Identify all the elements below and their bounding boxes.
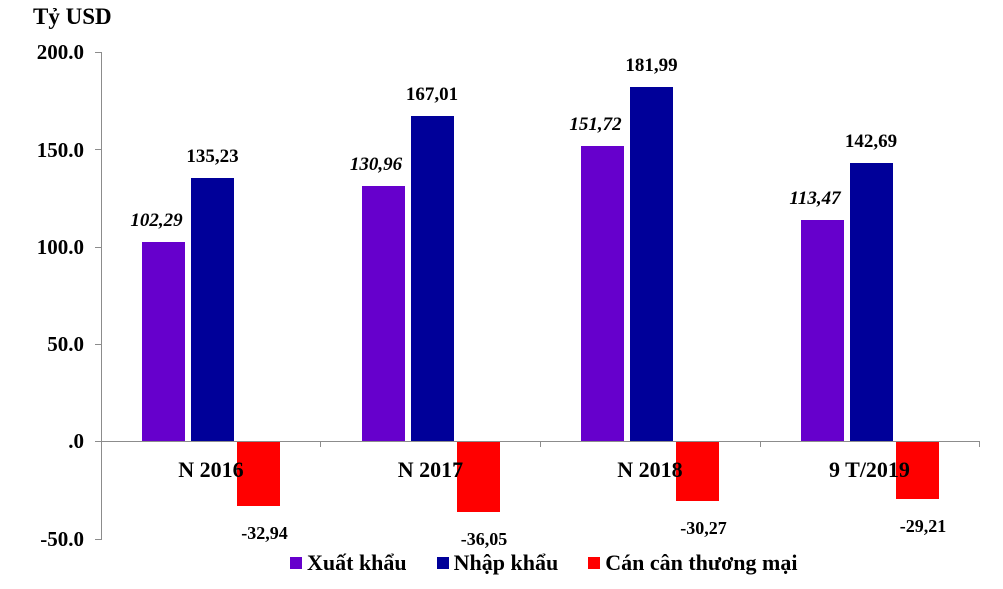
y-tick-label: 50.0 <box>47 332 84 356</box>
x-tick-mark <box>979 441 980 447</box>
y-axis-line <box>101 52 102 540</box>
bar-export <box>361 186 405 441</box>
data-label-import: 142,69 <box>844 131 898 153</box>
data-label-import: 181,99 <box>625 54 678 76</box>
data-label-export: 151,72 <box>569 113 622 135</box>
legend-label: Nhập khẩu <box>453 550 559 575</box>
x-category-label: N 2016 <box>178 457 244 482</box>
data-label-balance: -30,27 <box>680 517 727 538</box>
bar-export <box>800 220 844 441</box>
bar-export <box>581 145 624 441</box>
data-label-balance: -29,21 <box>899 515 947 536</box>
y-tick-mark <box>95 539 101 540</box>
y-tick-label: 100.0 <box>36 235 84 259</box>
y-tick-mark <box>95 52 101 53</box>
y-tick-mark <box>95 441 101 442</box>
bar-import <box>410 115 454 441</box>
y-axis-title: Tỷ USD <box>33 4 112 29</box>
data-label-export: 113,47 <box>789 188 841 210</box>
bar-import <box>191 177 234 441</box>
y-tick-mark <box>95 149 101 150</box>
bar-import <box>630 86 673 441</box>
bar-export <box>142 241 185 441</box>
legend-item-import: Nhập khẩu <box>436 550 559 576</box>
bar-balance <box>676 442 719 501</box>
x-category-label: 9 T/2019 <box>829 457 910 482</box>
bar-balance <box>895 442 939 499</box>
legend-item-balance: Cán cân thương mại <box>588 550 797 576</box>
x-category-label: N 2018 <box>617 457 683 482</box>
y-tick-label: 150.0 <box>36 138 84 162</box>
x-category-label: N 2017 <box>397 457 464 482</box>
y-tick-mark <box>95 344 101 345</box>
x-tick-mark <box>760 441 761 447</box>
legend-swatch-export <box>290 557 302 569</box>
bar-import <box>849 163 893 441</box>
legend-swatch-balance <box>588 557 601 569</box>
data-label-export: 102,29 <box>130 209 183 231</box>
y-tick-label: -50.0 <box>40 527 84 551</box>
data-label-balance: -36,05 <box>460 529 508 550</box>
legend: Xuất khẩu Nhập khẩu Cán cân thương mại <box>290 549 827 577</box>
data-label-balance: -32,94 <box>241 523 288 544</box>
legend-item-export: Xuất khẩu <box>290 550 407 576</box>
bar-balance <box>456 442 500 513</box>
data-label-import: 135,23 <box>186 145 239 167</box>
legend-label: Cán cân thương mại <box>605 550 798 575</box>
y-tick-label: 200.0 <box>36 40 84 64</box>
bar-balance <box>237 442 280 507</box>
x-tick-mark <box>320 441 321 447</box>
data-label-export: 130,96 <box>349 154 403 176</box>
legend-label: Xuất khẩu <box>307 550 407 575</box>
data-label-import: 167,01 <box>405 83 459 105</box>
legend-swatch-import <box>436 557 449 569</box>
y-tick-label: .0 <box>68 429 84 453</box>
y-tick-mark <box>95 247 101 248</box>
x-tick-mark <box>540 441 541 447</box>
